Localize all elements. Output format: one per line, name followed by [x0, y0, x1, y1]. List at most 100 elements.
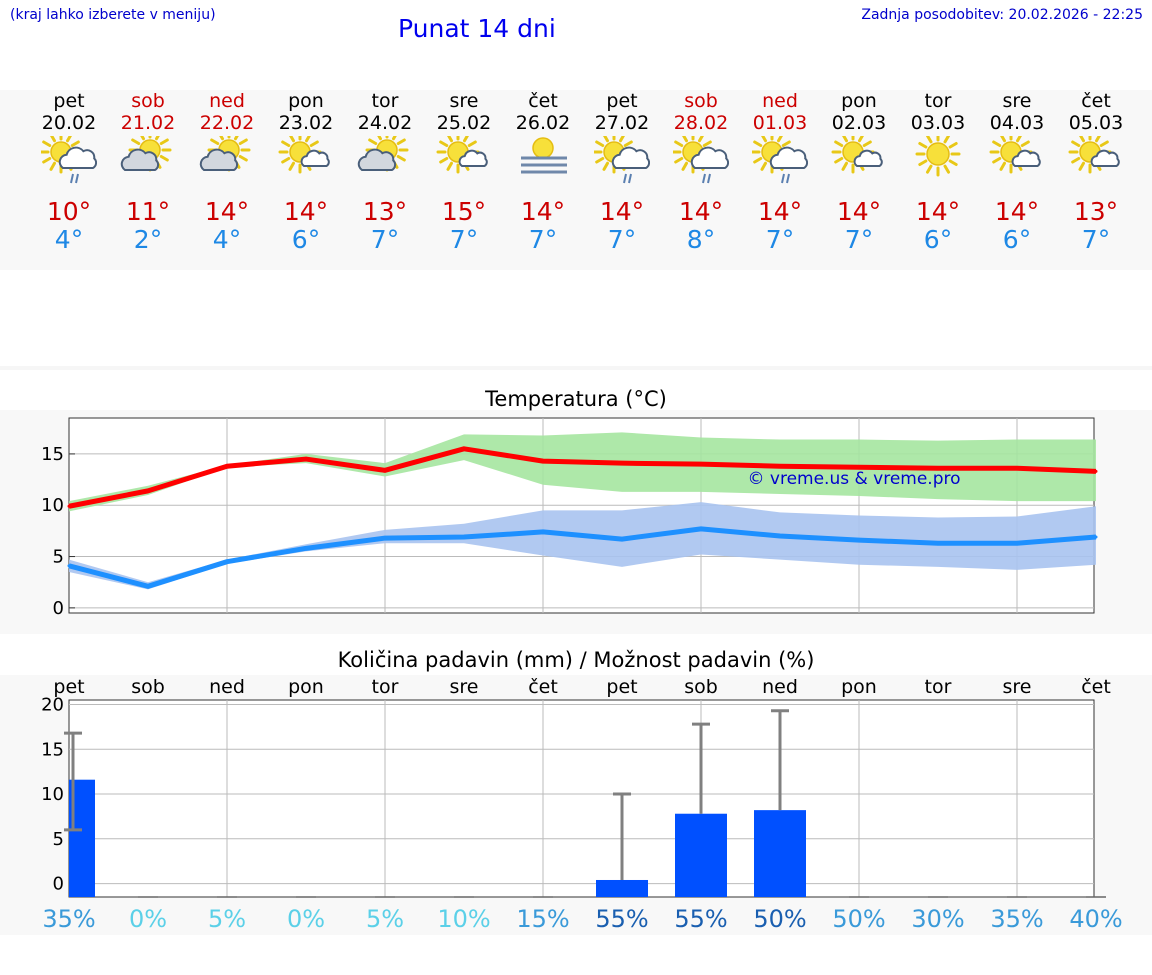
sun-ray [1079, 136, 1085, 143]
day-date: 21.02 [120, 112, 176, 134]
y-tick-label: 10 [41, 495, 64, 516]
day-date: 24.02 [357, 112, 413, 134]
sun-ray [674, 157, 684, 164]
day-date: 02.03 [831, 112, 887, 134]
sun-cloud-rain-icon [752, 136, 808, 184]
sun-ray [674, 140, 684, 147]
min-temperature: 7° [1081, 225, 1111, 254]
min-temperature-point [462, 535, 466, 539]
temperature-chart: 0 5 10 15 © vreme.us & vreme.pro [41, 417, 1098, 619]
precipitation-probability: 35% [990, 905, 1043, 933]
precipitation-probability: 55% [595, 905, 648, 933]
day-date: 03.03 [910, 112, 966, 134]
daily-forecast-strip: pet 20.02 10° 4° sob 21.02 11° 2° ned 22.02 14° 4° p… [0, 90, 1152, 270]
sun-ray [238, 155, 248, 162]
sun-ray [926, 164, 933, 174]
max-temperature: 14° [836, 197, 882, 226]
min-temperature-point [225, 560, 229, 564]
min-temperature-point [936, 541, 940, 545]
cloud-shape [357, 148, 397, 171]
precipitation-probability: 5% [208, 905, 246, 933]
max-temperature: 14° [204, 197, 250, 226]
sun-ray [943, 136, 950, 144]
rain-drop [628, 173, 632, 184]
min-temperature: 7° [449, 225, 479, 254]
max-temperature: 14° [599, 197, 645, 226]
sun-ray [49, 161, 56, 171]
max-temperature-point [778, 464, 782, 468]
sun-ray [42, 157, 52, 164]
max-temperature-point [383, 468, 387, 472]
max-temperature-point [462, 447, 466, 451]
cloud-shape [58, 146, 97, 169]
min-temperature-point [778, 534, 782, 538]
max-temperature: 14° [678, 197, 724, 226]
sun-ray [50, 136, 56, 143]
day-label: sre [450, 676, 479, 698]
sun-small-cloud-icon [1068, 136, 1120, 174]
max-temperature: 14° [915, 197, 961, 226]
min-temperature-point [67, 564, 71, 568]
precipitation-probability: 15% [516, 905, 569, 933]
watermark-text: © vreme.us & vreme.pro [747, 469, 960, 489]
day-date: 20.02 [41, 112, 97, 134]
rain-drop [75, 173, 79, 184]
max-temperature: 15° [441, 197, 487, 226]
sun-ray [446, 161, 453, 171]
sun-ray [1071, 140, 1081, 147]
y-tick-label: 15 [41, 739, 64, 760]
sun-ray [131, 138, 141, 145]
sun-ray [918, 142, 928, 149]
min-temperature: 7° [765, 225, 795, 254]
sun-ray [1020, 140, 1030, 147]
day-name: pet [53, 90, 85, 112]
max-temperature: 14° [283, 197, 329, 226]
sun-behind-cloud-icon [120, 136, 172, 172]
sun-ray [309, 140, 319, 147]
sun-disc [532, 137, 554, 159]
precipitation-bar [675, 813, 727, 897]
day-label: pet [53, 676, 84, 698]
day-label: sre [1003, 676, 1032, 698]
rain-drop [70, 173, 74, 184]
rain-drop [702, 173, 706, 184]
sun-small-cloud-icon [989, 136, 1041, 174]
min-temperature-range-band [69, 502, 1096, 590]
y-tick-label: 0 [53, 874, 64, 895]
sun-disc [926, 142, 950, 166]
sun-ray [753, 140, 763, 147]
sun-ray [682, 136, 688, 143]
sun-ray [368, 138, 378, 145]
min-temperature: 6° [291, 225, 321, 254]
day-name: čet [1081, 90, 1111, 112]
day-label: tor [925, 676, 952, 698]
sun-small-cloud-icon [831, 136, 883, 174]
sun-behind-cloud-icon [199, 136, 251, 172]
sun-ray [447, 136, 453, 143]
sun-ray [948, 142, 958, 149]
sun-ray [70, 140, 80, 147]
sun-ray [753, 157, 763, 164]
sun-icon [915, 136, 961, 177]
sun-ray [761, 136, 767, 143]
sun-cloud-rain-icon [41, 136, 97, 184]
min-temperature-point [620, 537, 624, 541]
sun-ray [1099, 140, 1109, 147]
sun-ray [842, 136, 848, 143]
sun-ray [396, 155, 406, 162]
max-temperature-point [857, 465, 861, 469]
min-temperature: 6° [923, 225, 953, 254]
day-date: 25.02 [436, 112, 492, 134]
sun-ray [155, 136, 160, 141]
y-tick-label: 10 [41, 784, 64, 805]
max-temperature-point [541, 459, 545, 463]
sun-ray [858, 136, 864, 143]
max-temperature: 11° [125, 197, 171, 226]
cloud-shape [1011, 149, 1041, 167]
sun-ray [834, 157, 844, 164]
day-date: 28.02 [673, 112, 729, 134]
precipitation-probability: 40% [1069, 905, 1122, 933]
cloud-shape [300, 149, 330, 167]
sun-ray [623, 140, 633, 147]
day-label: ned [762, 676, 798, 698]
